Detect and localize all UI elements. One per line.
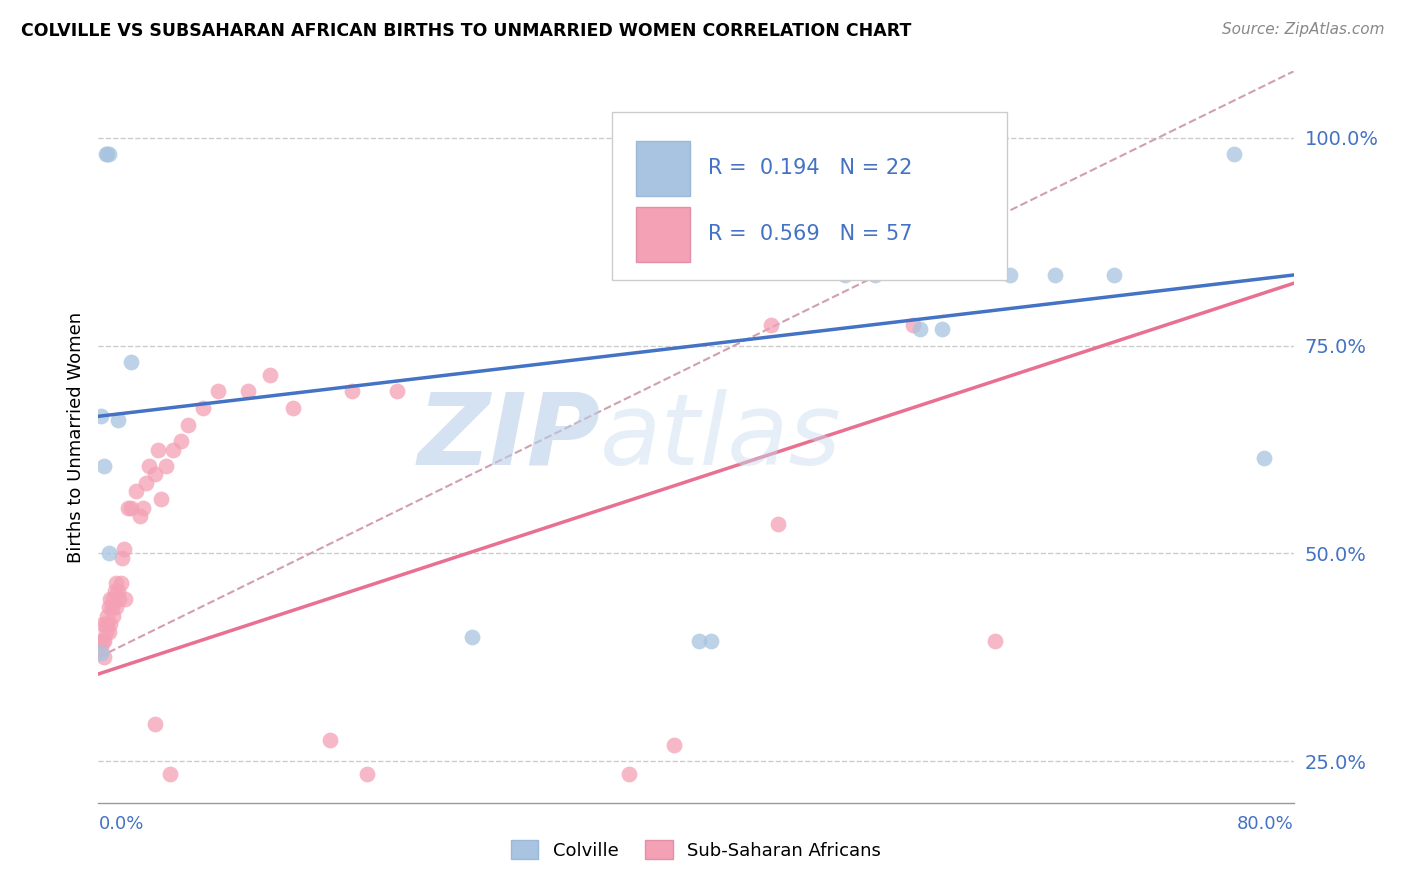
Point (108, 592, 131, 607)
Point (96, 147, 118, 161)
Point (1043, 268, 1066, 282)
Point (162, 442, 184, 457)
Point (89, 633, 111, 648)
Point (150, 492, 173, 507)
Point (125, 484, 148, 499)
Text: R =  0.194   N = 22: R = 0.194 N = 22 (709, 158, 912, 178)
Point (111, 550, 134, 565)
Point (90, 646, 112, 660)
Point (662, 738, 685, 752)
Point (998, 268, 1021, 282)
Point (461, 630, 484, 644)
Point (103, 608, 125, 623)
Point (700, 633, 723, 648)
Point (1104, 268, 1126, 282)
Point (112, 542, 135, 557)
Point (94, 147, 117, 161)
Point (759, 318, 782, 332)
Point (1223, 147, 1246, 161)
Text: R =  0.569   N = 57: R = 0.569 N = 57 (709, 224, 912, 244)
Point (94, 617, 117, 632)
Point (97, 600, 120, 615)
Point (107, 583, 129, 598)
Point (97, 625, 120, 640)
Point (169, 434, 191, 449)
Point (143, 716, 166, 731)
Point (93, 633, 115, 648)
Point (342, 384, 364, 399)
Point (1253, 450, 1275, 465)
Point (114, 592, 136, 607)
Point (90, 642, 112, 657)
Point (281, 401, 304, 415)
Point (117, 500, 139, 515)
Text: COLVILLE VS SUBSAHARAN AFRICAN BIRTHS TO UNMARRIED WOMEN CORRELATION CHART: COLVILLE VS SUBSAHARAN AFRICAN BIRTHS TO… (21, 22, 911, 40)
Text: atlas: atlas (600, 389, 842, 485)
Text: 80.0%: 80.0% (1237, 815, 1294, 833)
Point (135, 475, 157, 490)
Point (98, 592, 122, 607)
Point (834, 268, 856, 282)
Point (91, 617, 114, 632)
Point (129, 509, 152, 524)
Point (96, 608, 118, 623)
Point (138, 459, 160, 474)
Text: ZIP: ZIP (418, 389, 600, 485)
FancyBboxPatch shape (613, 112, 1007, 280)
Point (1364, 538, 1386, 552)
Point (617, 766, 640, 780)
Point (120, 500, 142, 515)
Point (98, 617, 122, 632)
Point (259, 368, 281, 382)
Point (984, 633, 1007, 648)
Point (148, 442, 170, 457)
Point (236, 384, 259, 399)
Point (103, 592, 125, 607)
Point (105, 600, 128, 615)
Point (104, 583, 127, 598)
Point (901, 318, 924, 332)
Point (97, 546, 120, 560)
Point (93, 459, 115, 474)
FancyBboxPatch shape (637, 207, 690, 261)
Point (865, 268, 887, 282)
Point (105, 575, 128, 590)
Point (97, 147, 120, 161)
Point (688, 633, 710, 648)
Point (94, 625, 117, 640)
Point (96, 617, 118, 632)
Point (908, 322, 931, 336)
Text: Source: ZipAtlas.com: Source: ZipAtlas.com (1222, 22, 1385, 37)
Text: 0.0%: 0.0% (98, 815, 143, 833)
Point (90, 409, 112, 424)
Point (385, 384, 409, 399)
Point (91, 633, 114, 648)
Point (101, 600, 124, 615)
Legend: Colville, Sub-Saharan Africans: Colville, Sub-Saharan Africans (512, 840, 880, 860)
Point (159, 766, 181, 780)
Point (207, 384, 229, 399)
Point (191, 401, 214, 415)
Point (107, 413, 129, 427)
Point (132, 500, 155, 515)
FancyBboxPatch shape (637, 141, 690, 195)
Point (110, 575, 132, 590)
Point (177, 417, 200, 432)
Point (319, 733, 342, 747)
Point (155, 459, 177, 474)
Point (143, 467, 166, 482)
Point (356, 766, 378, 780)
Point (93, 650, 115, 665)
Point (766, 517, 789, 532)
Y-axis label: Births to Unmarried Women: Births to Unmarried Women (66, 311, 84, 563)
Point (120, 355, 142, 369)
Point (931, 322, 953, 336)
